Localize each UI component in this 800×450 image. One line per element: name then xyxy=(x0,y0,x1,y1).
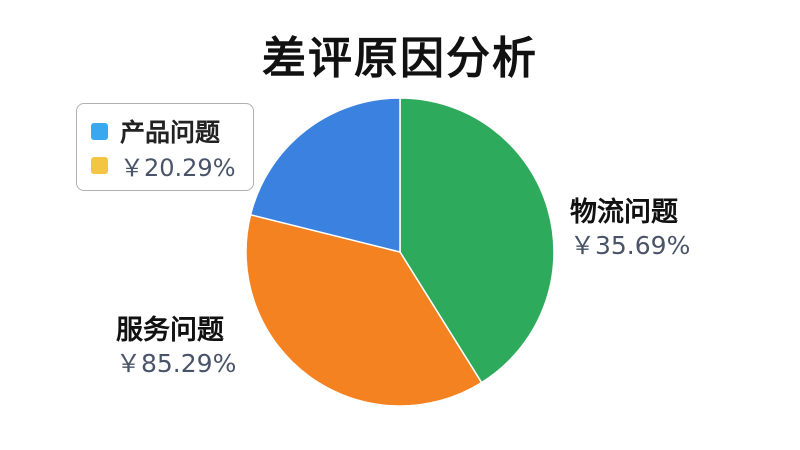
legend-label-0: 产品问题 xyxy=(120,118,221,147)
legend-swatch-0 xyxy=(91,122,108,140)
chart-title: 差评原因分析 xyxy=(262,33,538,84)
slice-name-service: 服务问题 xyxy=(116,315,224,346)
pie-slice-2[interactable] xyxy=(249,97,401,253)
legend-item-0[interactable]: 产品问题 xyxy=(91,114,253,148)
pie-slice-0[interactable] xyxy=(399,97,555,384)
legend-label-1: ￥20.29% xyxy=(120,153,236,182)
pie-slice-1[interactable] xyxy=(245,213,483,407)
slice-value-logistics: ￥35.69% xyxy=(570,231,691,260)
pie-slices xyxy=(245,97,555,407)
slice-value-service: ￥85.29% xyxy=(116,349,237,378)
legend-swatch-1 xyxy=(91,156,108,174)
legend: 产品问题 ￥20.29% xyxy=(76,103,254,191)
slice-label-logistics: 物流问题 ￥35.69% xyxy=(570,196,690,262)
legend-item-1[interactable]: ￥20.29% xyxy=(91,148,253,182)
slice-label-service: 服务问题 ￥85.29% xyxy=(116,314,236,380)
slice-name-logistics: 物流问题 xyxy=(570,197,678,228)
